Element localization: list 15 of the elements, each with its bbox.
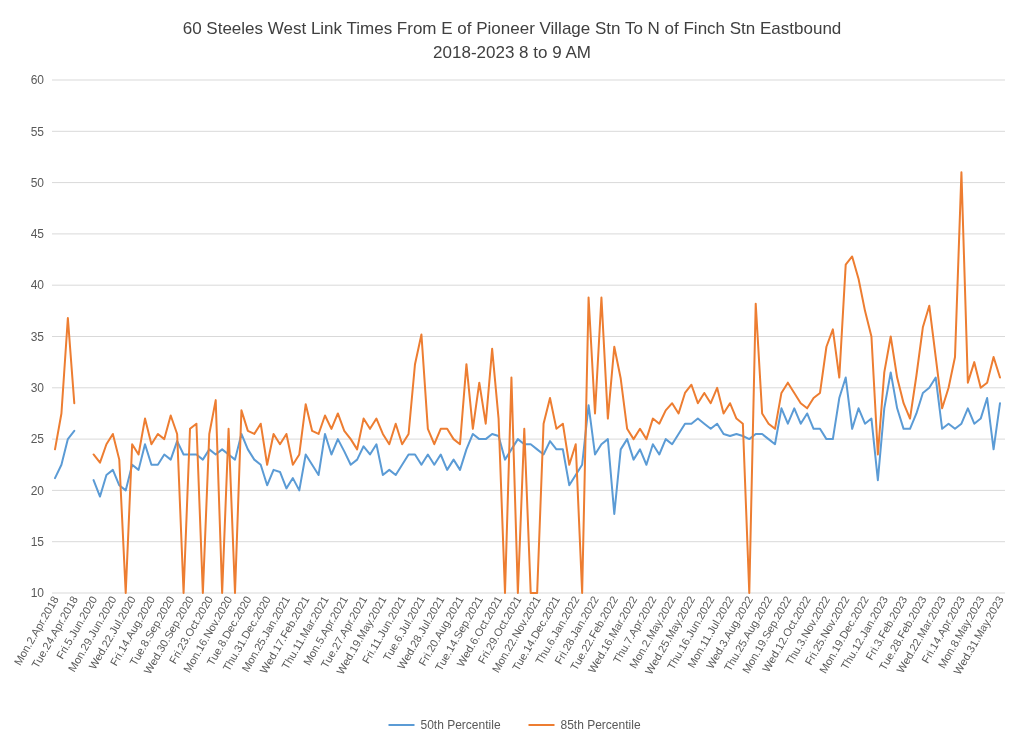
y-tick-label: 10	[30, 586, 45, 601]
legend-label: 85th Percentile	[560, 718, 641, 732]
y-tick-label: 50	[30, 175, 45, 190]
legend-label: 50th Percentile	[420, 718, 501, 732]
y-tick-label: 20	[30, 483, 45, 498]
chart-title: 60 Steeles West Link Times From E of Pioneer Village Stn To N of Finch Stn Eastbound	[182, 19, 842, 38]
y-tick-label: 45	[30, 227, 45, 242]
y-tick-label: 40	[30, 278, 45, 293]
y-tick-label: 55	[30, 124, 45, 139]
y-tick-label: 30	[30, 381, 45, 395]
chart-subtitle: 2018-2023 8 to 9 AM	[433, 43, 591, 62]
y-tick-label: 35	[30, 329, 45, 344]
y-tick-label: 25	[30, 432, 45, 447]
y-tick-label: 60	[30, 73, 45, 88]
y-tick-label: 15	[30, 534, 45, 549]
